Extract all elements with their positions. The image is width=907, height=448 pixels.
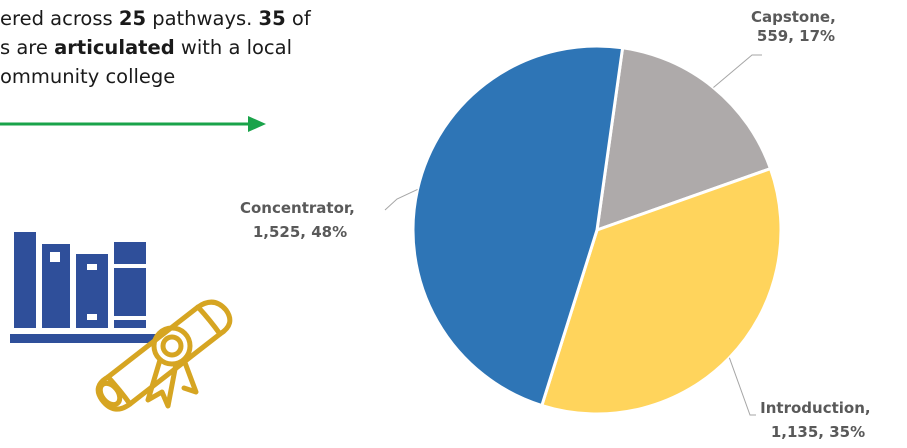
intro-text-fragment: pathways. <box>146 7 259 30</box>
slice-label-concentrator-name: Concentrator, <box>240 199 355 217</box>
articulated-count: 35 <box>258 7 286 30</box>
intro-text-fragment: s are <box>0 36 55 59</box>
intro-line-1: ered across 25 pathways. 35 of <box>0 4 380 33</box>
slice-label-capstone-name: Capstone, <box>751 8 836 26</box>
leader-line-1 <box>728 357 756 416</box>
arrow-right-icon <box>0 116 266 132</box>
slice-label-capstone: Capstone, 559, 17% <box>751 8 841 45</box>
diploma-scroll-icon <box>95 299 233 412</box>
intro-text-fragment: of <box>285 7 311 30</box>
leader-line-2 <box>384 189 418 211</box>
slice-label-concentrator-value: 1,525, 48% <box>253 223 347 241</box>
intro-line-2: s are articulated with a local <box>0 33 380 62</box>
pie-slice-introduction <box>539 166 783 416</box>
slice-label-concentrator: Concentrator, 1,525, 48% <box>240 199 360 241</box>
intro-line-3: ommunity college <box>0 65 176 88</box>
intro-text-fragment: ered across <box>0 7 119 30</box>
pie-slice-concentrator <box>411 44 625 408</box>
intro-text: ered across 25 pathways. 35 of s are art… <box>0 4 380 91</box>
leader-line-0 <box>713 54 762 88</box>
books-icon <box>10 232 156 343</box>
intro-text-fragment: with a local <box>174 36 293 59</box>
slice-label-introduction-name: Introduction, <box>760 399 870 417</box>
articulated-keyword: articulated <box>54 36 175 59</box>
pathway-count: 25 <box>118 7 147 30</box>
slice-label-introduction: Introduction, 1,135, 35% <box>760 399 876 441</box>
slice-label-introduction-value: 1,135, 35% <box>771 423 865 441</box>
slice-label-capstone-value: 559, 17% <box>757 27 835 45</box>
